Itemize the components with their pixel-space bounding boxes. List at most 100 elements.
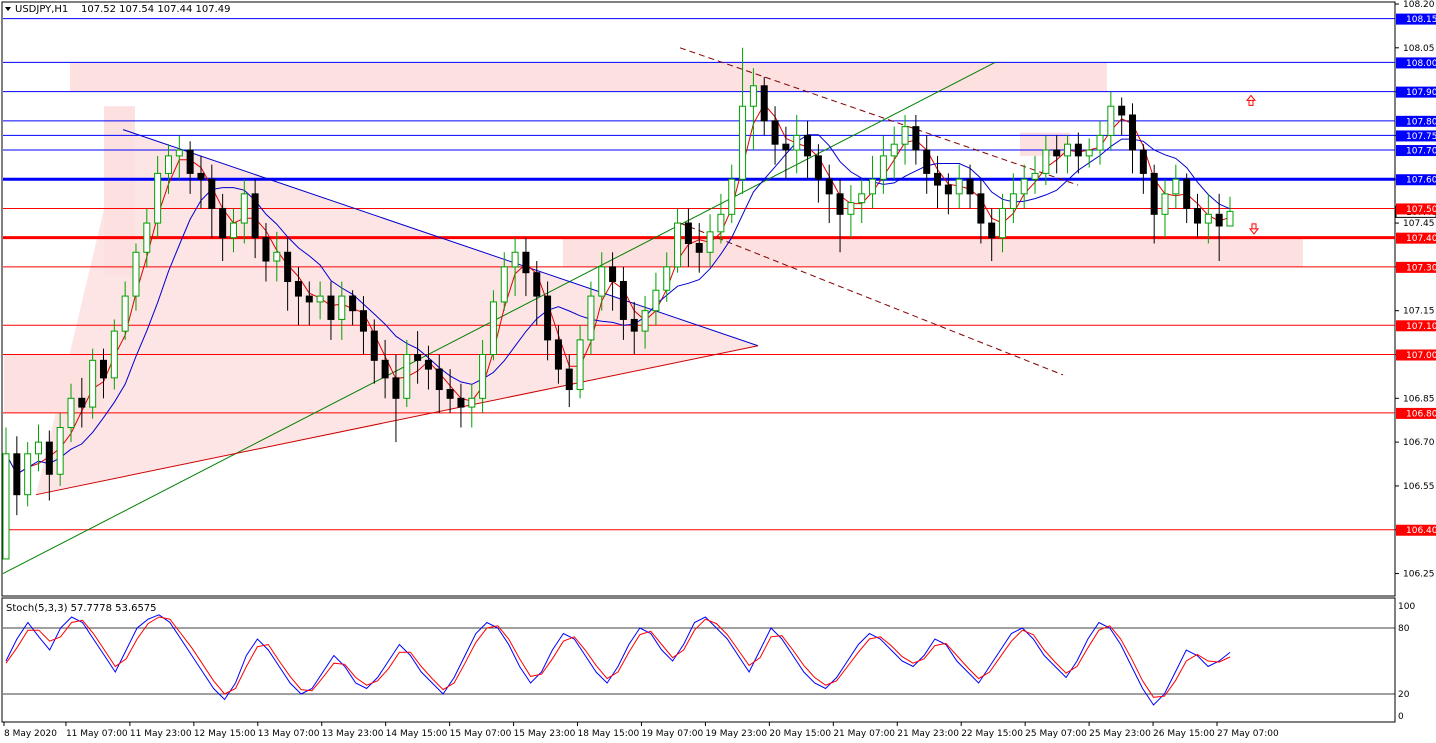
level-label: 107.90 — [1406, 88, 1436, 98]
level-label-box — [1396, 13, 1436, 25]
candle-bear — [554, 339, 562, 370]
candle-bull — [154, 172, 162, 224]
stoch-tick-label: 100 — [1398, 602, 1415, 612]
candle-bull — [739, 105, 747, 180]
level-label-box — [1396, 57, 1436, 69]
candle-bull — [2, 453, 10, 560]
time-tick-label: 14 May 15:00 — [386, 729, 448, 739]
candle-bear — [825, 178, 833, 195]
stoch-panel-frame — [1, 597, 1396, 723]
trend-lines[interactable] — [2, 47, 1079, 574]
trend-line-dashed — [679, 47, 1079, 186]
candle-bear — [619, 280, 627, 320]
candle-bear — [219, 207, 227, 239]
candle-bear — [630, 318, 638, 332]
candle-bull — [587, 295, 595, 341]
time-tick-label: 19 May 07:00 — [641, 729, 703, 739]
time-tick-label: 25 May 07:00 — [1025, 729, 1087, 739]
candle-bull — [489, 301, 497, 355]
candle-bull — [576, 339, 584, 391]
candle-bear — [99, 359, 107, 379]
level-label: 107.70 — [1406, 147, 1436, 157]
price-tick-label: 108.05 — [1403, 44, 1435, 54]
trend-line-dashed — [679, 222, 1064, 376]
candle-bull — [1161, 193, 1169, 215]
candle-bear — [327, 295, 335, 320]
trend-line-red — [35, 345, 759, 496]
symbol-timeframe: USDJPY,H1 — [15, 4, 68, 15]
candle-bull — [652, 289, 660, 312]
candle-bear — [782, 143, 790, 151]
level-label-box — [1396, 130, 1436, 142]
trend-line-green — [2, 61, 996, 574]
candle-bull — [674, 222, 682, 268]
candle-bull — [1096, 134, 1104, 151]
price-tick-label: 107.15 — [1403, 307, 1435, 317]
candle-bull — [793, 134, 801, 151]
level-label-box — [1396, 407, 1436, 419]
candle-bear — [1074, 143, 1082, 157]
candle-bull — [67, 397, 75, 429]
candle-bear — [966, 178, 974, 195]
time-tick-label: 12 May 15:00 — [194, 729, 256, 739]
candle-bear — [208, 178, 216, 209]
time-tick-label: 21 May 07:00 — [833, 729, 895, 739]
candle-bear — [609, 266, 617, 282]
candle-bull — [858, 193, 866, 204]
candle-bear — [424, 359, 432, 370]
candle-bear — [284, 251, 292, 282]
level-label: 107.30 — [1406, 263, 1436, 273]
candle-bear — [1150, 172, 1158, 215]
level-label-box — [1396, 320, 1436, 332]
triangle-zone — [36, 129, 758, 495]
price-tick-label: 106.25 — [1403, 570, 1435, 580]
candle-bull — [901, 126, 909, 145]
level-label: 107.80 — [1406, 117, 1436, 127]
time-tick-label: 11 May 07:00 — [66, 729, 128, 739]
dropdown-triangle-icon[interactable] — [5, 7, 11, 11]
stoch-tick-label: 20 — [1398, 690, 1410, 700]
candle-bear — [1118, 105, 1126, 116]
zone-rect — [563, 237, 1303, 267]
level-label-box — [1396, 203, 1436, 215]
candle-bear — [760, 85, 768, 122]
time-tick-label: 26 May 15:00 — [1153, 729, 1215, 739]
time-tick-label: 18 May 15:00 — [578, 729, 640, 739]
candle-bull — [479, 353, 487, 399]
time-tick-label: 21 May 23:00 — [897, 729, 959, 739]
candle-bear — [988, 222, 996, 239]
stochastic-panel: 100 80 20 0 — [3, 602, 1415, 722]
candle-bear — [349, 295, 357, 312]
candle-bear — [1215, 213, 1223, 227]
candle-bull — [879, 155, 887, 180]
candle-bear — [684, 222, 692, 245]
candle-bear — [370, 330, 378, 361]
candle-bear — [294, 280, 302, 297]
candle-bear — [533, 272, 541, 297]
candle-bull — [403, 353, 411, 399]
candle-bull — [316, 295, 324, 303]
candle-bull — [999, 207, 1007, 239]
candle-bull — [847, 202, 855, 215]
candle-bull — [468, 397, 476, 408]
candle-bull — [110, 330, 118, 379]
level-label-box — [1396, 115, 1436, 127]
price-tick-label: 106.70 — [1403, 438, 1435, 448]
down-arrow-icon — [1248, 223, 1260, 235]
candle-bear — [1053, 149, 1061, 157]
candle-bull — [1042, 149, 1050, 174]
candle-bull — [175, 149, 183, 157]
candle-bear — [522, 251, 530, 274]
candle-bear — [565, 368, 573, 391]
time-tick-label: 15 May 23:00 — [514, 729, 576, 739]
time-tick-label: 19 May 23:00 — [705, 729, 767, 739]
candle-bull — [143, 222, 151, 253]
candle-bear — [836, 193, 844, 215]
level-label-box — [1396, 261, 1436, 273]
time-tick-label: 13 May 07:00 — [258, 729, 320, 739]
candle-bull — [1172, 178, 1180, 195]
candle-bear — [977, 193, 985, 224]
candle-bear — [262, 237, 270, 262]
candle-bear — [392, 377, 400, 399]
